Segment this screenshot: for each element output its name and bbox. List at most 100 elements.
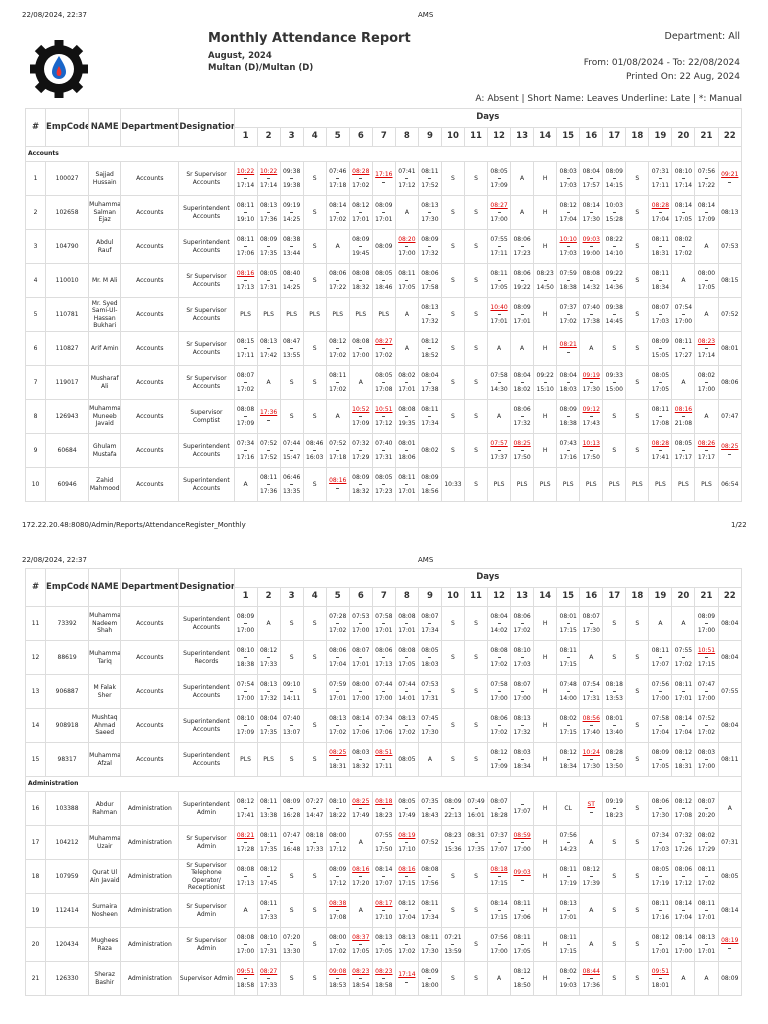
time-out: 17:01 [651,948,670,955]
print-datetime: 22/08/2024, 22:37 [22,11,87,19]
cell-name: Qurat Ul Ain Javaid [88,859,122,894]
day-cell: 08:12 18:52 [417,331,442,366]
cell-no: 8 [24,399,47,434]
day-cell: 08:09 18:32 [348,467,373,502]
day-cell: H [533,825,558,860]
day-cell: S [279,640,304,675]
separator [520,978,524,979]
day-cell: S [463,674,489,709]
time-in: 07:27 [306,797,324,805]
separator [382,691,386,692]
separator [520,944,524,945]
day-cell: 08:23 15:36 [440,825,465,860]
separator [612,382,616,383]
separator [428,910,432,911]
day-cell: 07:21 13:59 [440,927,465,962]
day-cell: 08:12 18:31 [671,742,696,777]
status: A [358,838,363,846]
time-in: 08:07 [236,371,255,379]
time-in: 08:11 [697,865,716,873]
status: A [681,619,686,627]
separator [382,181,386,183]
status: 07:52 [421,838,439,846]
time-in: 08:04 [421,371,439,379]
separator [497,382,501,383]
cell-emp: 107959 [45,859,90,894]
status: A [497,974,502,982]
time-in: 08:11 [559,933,577,941]
header-row: 1 2 3 4 5 6 7 8 9 10 11 12 13 14 15 16 17 18 19 20 21 22 [26,127,742,147]
time-out: 18:34 [651,284,670,291]
time-out: 18:56 [421,488,439,495]
time-in: 08:11 [259,899,278,907]
status: PLS [493,480,505,488]
time-in: 07:40 [282,714,301,722]
day-cell: 08:28 17:02 [348,161,373,196]
time-in: 08:13 [259,201,278,209]
day-header: 19 [648,587,673,607]
cell-dept: Administration [120,927,180,962]
day-cell: S [440,859,465,894]
separator [244,623,248,624]
separator [405,484,409,485]
day-cell: 08:01 18:06 [394,433,419,468]
time-in: 08:11 [651,269,670,277]
time-out: 17:49 [398,812,416,819]
day-header: 5 [325,587,350,607]
time-out: 17:06 [352,729,370,736]
day-cell: 08:11 17:06 [510,893,535,928]
cell-emp: 110827 [45,331,90,366]
time-in: 08:12 [490,748,508,756]
time-in: 08:12 [421,337,439,345]
time-in: 08:11 [674,337,693,345]
day-cell: PLS [671,467,696,502]
day-header: 6 [348,127,373,147]
day-cell: S [302,399,327,434]
status: S [612,344,617,352]
status: S [451,276,455,284]
time-in: 09:21 [721,171,739,179]
status: S [474,242,478,250]
separator [244,944,248,945]
day-cell: PLS [556,467,581,502]
time-out: 17:11 [375,763,393,770]
time-in: 07:55 [490,235,508,243]
status: S [451,653,455,661]
time-out: 17:01 [398,627,416,634]
day-cell: 08:27 17:00 [487,195,512,230]
time-in: 07:53 [421,680,439,688]
status: 08:09 [721,974,739,982]
time-in: 10:51 [375,405,393,413]
time-out: 17:09 [352,420,370,427]
day-cell: 08:09 18:00 [417,961,442,996]
status: H [542,755,548,763]
day-cell: S [463,708,489,743]
day-cell: 08:25 17:49 [348,791,373,826]
separator [612,725,616,726]
time-in: 08:14 [674,933,693,941]
day-cell: 08:18 18:23 [371,791,396,826]
separator [267,419,271,421]
status: A [427,755,432,763]
time-in: 08:27 [490,201,508,209]
separator [382,808,386,809]
time-in: 08:12 [513,967,531,975]
status: 08:05 [398,755,416,763]
time-out: 18:54 [352,982,370,989]
cell-desig: Superintendent Accounts [178,433,235,468]
day-cell: 08:05 17:31 [256,263,281,298]
separator [497,178,501,179]
day-cell: A [671,263,696,298]
separator [267,178,271,179]
time-in: 07:47 [697,680,716,688]
separator [681,246,685,247]
day-cell: 08:10 17:09 [233,708,258,743]
time-out: 17:09 [697,216,716,223]
day-cell: 08:47 13:55 [279,331,304,366]
separator [497,657,501,658]
day-cell: 08:07 17:00 [510,674,535,709]
day-cell: 08:11 [717,742,742,777]
time-in: 08:00 [352,680,370,688]
time-in: 08:03 [697,748,716,756]
day-cell: 07:32 17:26 [671,825,696,860]
